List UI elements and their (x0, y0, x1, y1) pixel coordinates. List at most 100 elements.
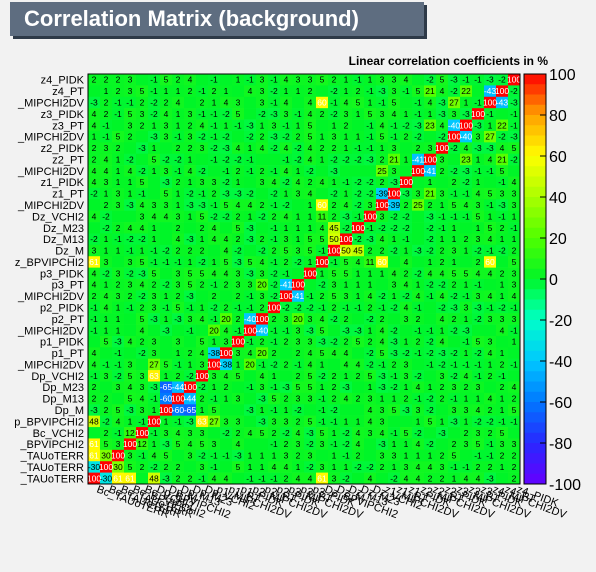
heatmap-cell (256, 142, 269, 155)
heatmap-cell-value: 1 (512, 211, 517, 221)
heatmap-cell-value: -1 (474, 451, 482, 461)
heatmap-cell-value: 5 (464, 268, 469, 278)
heatmap-cell-value: 2 (332, 394, 337, 404)
heatmap-cell (340, 324, 353, 337)
heatmap-cell (160, 85, 173, 98)
heatmap-cell (484, 233, 497, 246)
heatmap-cell (124, 210, 137, 223)
heatmap-cell-value: -1 (102, 359, 110, 369)
heatmap-cell-value: 20 (257, 348, 267, 358)
heatmap-cell-value: 5 (308, 132, 313, 142)
row-label: p2_PT (52, 314, 85, 326)
heatmap-cell (376, 199, 389, 211)
heatmap-cell (472, 358, 485, 371)
heatmap-cell (352, 427, 365, 439)
heatmap-cell (316, 324, 329, 337)
heatmap-cell-value: 1 (164, 371, 169, 381)
heatmap-cell-value: 2 (116, 280, 121, 290)
heatmap-cell-value: -1 (354, 143, 362, 153)
heatmap-cell-value: -3 (486, 75, 494, 85)
heatmap-cell-value: -1 (414, 348, 422, 358)
heatmap-cell-value: 3 (512, 314, 517, 324)
heatmap-cell (364, 108, 377, 120)
heatmap-cell-value: -1 (174, 359, 182, 369)
heatmap-cell-value: -1 (210, 132, 218, 142)
heatmap-cell (400, 187, 413, 200)
heatmap-cell-value: 2 (140, 462, 145, 472)
heatmap-cell-value: 22 (497, 120, 507, 130)
row-labels: z4_PIDKz4_PT_MIPCHI2DVz3_PIDKz3_PT_MIPCH… (14, 75, 84, 486)
heatmap-cell (100, 427, 113, 439)
heatmap-cell (268, 187, 281, 200)
heatmap-cell-value: -1 (222, 451, 230, 461)
heatmap-cell-value: -3 (402, 189, 410, 199)
heatmap-cell (196, 313, 209, 325)
heatmap-cell-value: 4 (428, 462, 433, 472)
colorbar-segment (524, 268, 546, 280)
heatmap-cell-value: -2 (90, 234, 98, 244)
heatmap-cell (208, 370, 221, 382)
heatmap-cell (328, 427, 341, 439)
colorbar-tick-label: 100 (549, 67, 576, 84)
heatmap-cell-value: -1 (486, 109, 494, 119)
heatmap-cell-value: 100 (231, 337, 245, 347)
heatmap-cell-value: -1 (210, 109, 218, 119)
heatmap-cell (280, 130, 293, 143)
heatmap-cell (436, 210, 449, 223)
heatmap-cell-value: -2 (450, 348, 458, 358)
heatmap-cell-value: -2 (258, 246, 266, 256)
heatmap-cell (424, 233, 437, 246)
heatmap-cell-value: -1 (114, 97, 122, 107)
heatmap-cell-value: -1 (414, 97, 422, 107)
heatmap-cell (448, 244, 461, 257)
heatmap-cell-value: 1 (344, 280, 349, 290)
heatmap-cell (484, 347, 497, 360)
heatmap-cell-value: -2 (402, 348, 410, 358)
heatmap-cell-value: -1 (174, 416, 182, 426)
heatmap-cell (508, 290, 521, 303)
heatmap-cell-value: -1 (462, 75, 470, 85)
heatmap-cell-value: 1 (392, 394, 397, 404)
heatmap-cell (424, 290, 437, 303)
heatmap-cell (448, 324, 461, 337)
heatmap-cell (184, 358, 197, 371)
heatmap-cell (328, 244, 341, 257)
heatmap-cell-value: -1 (486, 302, 494, 312)
heatmap-cell-value: 1 (428, 257, 433, 267)
heatmap-cell (124, 279, 137, 291)
heatmap-cell-value: -2 (102, 268, 110, 278)
heatmap-cell (148, 290, 161, 303)
heatmap-cell (208, 74, 221, 86)
heatmap-cell (412, 427, 425, 439)
heatmap-cell (256, 279, 269, 291)
heatmap-cell (412, 85, 425, 98)
heatmap-cell-value: 1 (464, 348, 469, 358)
heatmap-cell (136, 381, 149, 394)
heatmap-cell (400, 267, 413, 280)
colorbar-segment (524, 289, 546, 300)
heatmap-cell (268, 108, 281, 120)
heatmap-cell-value: 2 (224, 302, 229, 312)
heatmap-cell (484, 438, 497, 451)
heatmap-cell (244, 427, 257, 439)
heatmap-cell-value: -2 (270, 359, 278, 369)
heatmap-cell (352, 142, 365, 155)
heatmap-cell (112, 267, 125, 280)
heatmap-cell (172, 176, 185, 189)
heatmap-cell (328, 165, 341, 177)
heatmap-cell (160, 210, 173, 223)
heatmap-cell-value: 4 (344, 348, 349, 358)
heatmap-cell-value: 2 (440, 246, 445, 256)
heatmap-cell (232, 119, 245, 132)
heatmap-cell (364, 472, 377, 485)
heatmap-cell (124, 335, 137, 348)
heatmap-cell-value: -2 (258, 211, 266, 221)
heatmap-cell (508, 427, 521, 439)
heatmap-cell (412, 415, 425, 428)
heatmap-cell (268, 290, 281, 303)
heatmap-cell (268, 415, 281, 428)
heatmap-cell (436, 130, 449, 143)
heatmap-cell-value: 2 (104, 405, 109, 415)
heatmap-cell (496, 313, 509, 325)
heatmap-cell (244, 449, 257, 462)
